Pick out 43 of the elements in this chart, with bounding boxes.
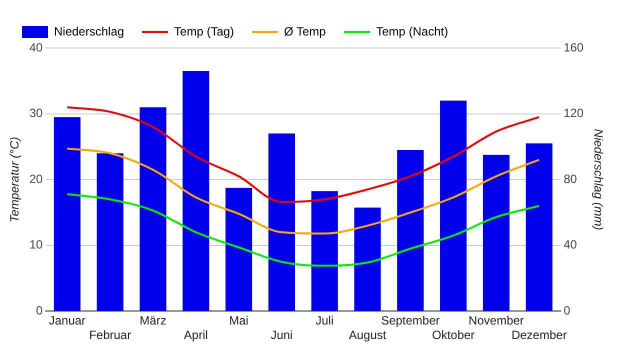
bar [96, 153, 124, 312]
y-tick-label: 20 [29, 172, 44, 186]
bar [354, 208, 381, 312]
bar [397, 150, 424, 312]
line-series [66, 148, 540, 235]
line-series [66, 106, 540, 203]
legend-label: Ø Temp [284, 24, 326, 38]
x-tick-label: März [140, 314, 166, 328]
y2-tick-label: 160 [564, 40, 584, 54]
x-tick-label: Januar [48, 314, 86, 328]
x-tick-label: Dezember [511, 328, 567, 342]
x-tick-label: Oktober [432, 328, 475, 342]
bar [54, 117, 80, 312]
legend-label: Temp (Nacht) [376, 24, 448, 38]
x-tick-label: April [184, 328, 208, 342]
x-tick-label: Mai [229, 314, 248, 328]
x-tick-label: Februar [89, 328, 132, 342]
bar [268, 134, 296, 312]
legend-label: Niederschlag [54, 24, 124, 38]
bar [482, 154, 510, 312]
y-axis-title: Temperatur (°C) [8, 136, 22, 222]
y2-tick-label: 40 [564, 238, 578, 252]
bar [440, 100, 467, 312]
x-tick-label: Juli [316, 314, 334, 328]
y2-axis-title: Niederschlag (mm) [591, 128, 606, 230]
bar [226, 188, 252, 312]
bar [526, 143, 552, 312]
y-tick-label: 10 [29, 238, 44, 252]
bar [140, 107, 166, 312]
y2-tick-label: 120 [564, 106, 584, 120]
legend-label: Temp (Tag) [174, 24, 234, 38]
y-tick-label: 30 [29, 106, 44, 120]
y-tick-label: 0 [36, 304, 44, 318]
y-tick-label: 40 [29, 40, 44, 54]
x-tick-label: Juni [270, 328, 293, 342]
bar [311, 191, 338, 312]
bar [182, 71, 210, 312]
x-tick-label: November [468, 314, 524, 328]
x-tick-label: September [381, 314, 440, 328]
y2-tick-label: 80 [564, 172, 578, 186]
y2-tick-label: 0 [564, 304, 571, 318]
x-tick-label: August [348, 328, 387, 342]
line-series [66, 193, 540, 267]
